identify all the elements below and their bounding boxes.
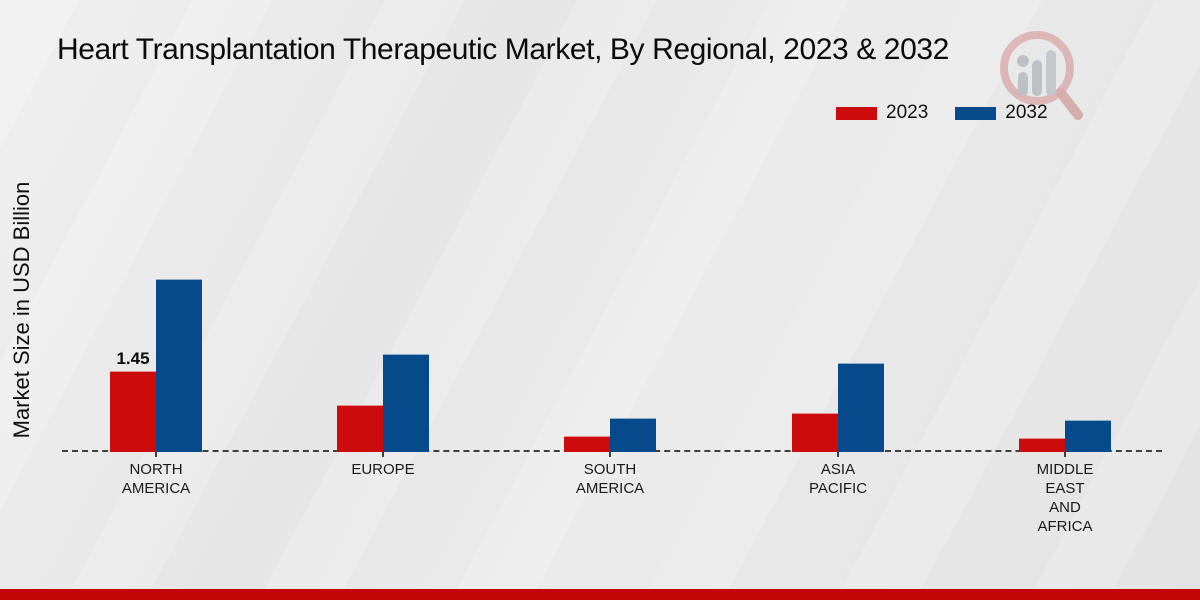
- axis-tick: [837, 452, 839, 457]
- axis-tick: [1064, 452, 1066, 457]
- category-label-north-america: NORTH AMERICA: [121, 461, 191, 497]
- legend-label-2023: 2023: [886, 102, 929, 123]
- legend-item-2023: 2023: [836, 102, 928, 124]
- bar-2032-asia-pacific: [838, 363, 884, 452]
- chart-title: Heart Transplantation Therapeutic Market…: [57, 33, 949, 66]
- legend-swatch-2023: [836, 106, 877, 120]
- legend: 2023 2032: [836, 102, 1048, 124]
- category-label-middle-east-and-africa: MIDDLE EAST AND AFRICA: [1036, 461, 1094, 535]
- category-label-asia-pacific: ASIA PACIFIC: [808, 461, 868, 497]
- footer-accent-bar: [0, 589, 1200, 600]
- bar-2023-europe: [337, 405, 383, 452]
- axis-tick: [609, 452, 611, 457]
- bar-2023-north-america: [110, 371, 156, 452]
- category-label-south-america: SOUTH AMERICA: [575, 461, 645, 497]
- bar-2023-middle-east-and-africa: [1019, 438, 1065, 452]
- legend-item-2032: 2032: [955, 102, 1048, 124]
- category-label-europe: EUROPE: [351, 461, 415, 478]
- y-axis-label: Market Size in USD Billion: [9, 181, 34, 439]
- bar-2032-south-america: [610, 418, 656, 452]
- bar-2023-asia-pacific: [792, 413, 838, 452]
- bar-value-label: 1.45: [116, 349, 150, 368]
- bar-2032-europe: [383, 354, 429, 452]
- bar-2023-south-america: [564, 436, 610, 452]
- magnifier-bar-chart-logo-icon: [1000, 31, 1083, 120]
- bar-2032-north-america: [156, 279, 202, 452]
- axis-tick: [155, 452, 157, 457]
- legend-swatch-2032: [955, 106, 997, 120]
- axis-tick: [382, 452, 384, 457]
- bar-2032-middle-east-and-africa: [1065, 420, 1111, 452]
- legend-label-2032: 2032: [1005, 102, 1048, 123]
